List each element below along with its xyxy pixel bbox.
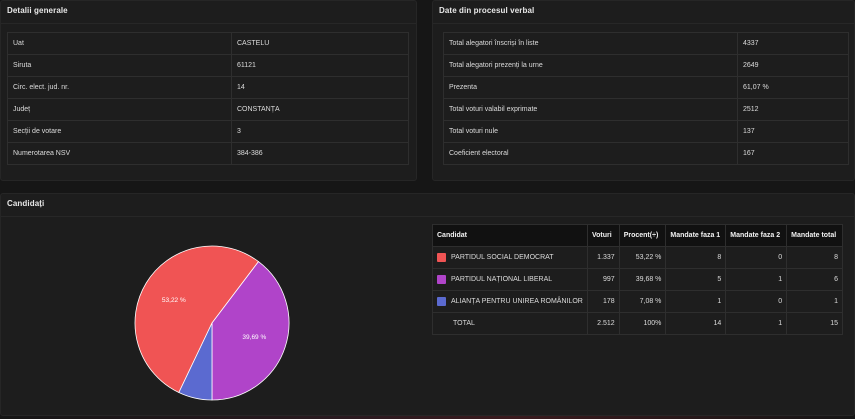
candidates-table: Candidat Voturi Procent(÷) Mandate faza … [432,224,843,335]
verbal-detail-label: Prezenta [443,76,738,99]
party-color-swatch [437,253,446,262]
party-color-swatch [437,297,446,306]
candidate-percent: 7,08 % [618,290,667,313]
mandates-phase-1: 5 [665,268,727,291]
general-detail-row: Siruta 61121 [7,54,409,77]
divider [1,216,854,217]
candidate-row: PARTIDUL SOCIAL DEMOCRAT 1.337 53,22 % 8 0 8 [432,246,843,269]
mandates-total: 1 [786,290,843,313]
candidate-name-cell: PARTIDUL NAȚIONAL LIBERAL [432,268,588,291]
pie-data-label: 39,69 % [242,334,266,341]
mandates-phase-2: 0 [725,290,788,313]
general-detail-value: 61121 [231,54,409,77]
verbal-detail-value: 2512 [737,98,849,121]
verbal-detail-value: 61,07 % [737,76,849,99]
col-mandate-total[interactable]: Mandate total [786,224,843,247]
candidate-name-cell: PARTIDUL SOCIAL DEMOCRAT [432,246,588,269]
verbal-details-table: Total alegatori înscriși în liste 4337 Tot… [443,32,849,165]
total-phase-1: 14 [665,312,727,335]
mandates-phase-1: 8 [665,246,727,269]
pie-slice[interactable] [134,245,260,394]
candidate-votes: 997 [586,268,620,291]
col-candidat[interactable]: Candidat [432,224,588,247]
candidates-table-header: Candidat Voturi Procent(÷) Mandate faza … [432,224,843,247]
candidate-row: ALIANȚA PENTRU UNIREA ROMÂNILOR 178 7,08 %… [432,290,843,313]
general-detail-row: Numerotarea NSV 384-386 [7,142,409,165]
col-mandate-faza-2[interactable]: Mandate faza 2 [725,224,788,247]
verbal-details-title: Date din procesul verbal [439,6,535,15]
mandates-phase-2: 0 [725,246,788,269]
pie-data-label: 53,22 % [162,297,186,304]
general-detail-value: 384-386 [231,142,409,165]
verbal-detail-row: Total alegatori înscriși în liste 4337 [443,32,849,55]
candidates-title: Candidați [7,199,45,208]
total-phase-2: 1 [725,312,788,335]
verbal-detail-row: Coeficient electoral 167 [443,142,849,165]
pie-slice[interactable] [178,322,213,401]
general-detail-row: Secții de votare 3 [7,120,409,143]
candidate-votes: 178 [586,290,620,313]
verbal-details-card: Date din procesul verbal Total alegatori… [432,0,855,181]
verbal-detail-label: Coeficient electoral [443,142,738,165]
total-mandates: 15 [786,312,843,335]
col-procent[interactable]: Procent(÷) [618,224,667,247]
candidate-name: ALIANȚA PENTRU UNIREA ROMÂNILOR [451,298,583,305]
general-detail-value: 14 [231,76,409,99]
mandates-total: 6 [786,268,843,291]
candidate-name-cell: ALIANȚA PENTRU UNIREA ROMÂNILOR [432,290,588,313]
general-details-title: Detalii generale [7,6,68,15]
verbal-detail-row: Total voturi valabil exprimate 2512 [443,98,849,121]
verbal-detail-label: Total alegatori prezenți la urne [443,54,738,77]
general-detail-label: Județ [7,98,232,121]
general-detail-label: Uat [7,32,232,55]
general-detail-label: Circ. elect. jud. nr. [7,76,232,99]
total-percent: 100% [618,312,667,335]
bottom-edge [0,416,855,419]
mandates-phase-2: 1 [725,268,788,291]
verbal-detail-value: 137 [737,120,849,143]
verbal-detail-value: 4337 [737,32,849,55]
general-detail-label: Numerotarea NSV [7,142,232,165]
general-details-card: Detalii generale Uat CASTELU Siruta 61121 Ci… [0,0,417,181]
candidate-votes: 1.337 [586,246,620,269]
general-detail-row: Circ. elect. jud. nr. 14 [7,76,409,99]
verbal-detail-row: Total voturi nule 137 [443,120,849,143]
candidate-percent: 53,22 % [618,246,667,269]
col-mandate-faza-1[interactable]: Mandate faza 1 [665,224,727,247]
candidate-percent: 39,68 % [618,268,667,291]
votes-pie-chart: 53,22 % 39,69 % [134,245,290,401]
verbal-detail-label: Total voturi nule [443,120,738,143]
general-detail-value: CONSTANȚA [231,98,409,121]
total-votes: 2.512 [586,312,620,335]
verbal-detail-label: Total alegatori înscriși în liste [443,32,738,55]
mandates-phase-1: 1 [665,290,727,313]
divider [1,23,416,24]
verbal-detail-value: 167 [737,142,849,165]
col-voturi[interactable]: Voturi [586,224,620,247]
candidate-name: PARTIDUL SOCIAL DEMOCRAT [451,254,554,261]
general-detail-row: Județ CONSTANȚA [7,98,409,121]
total-name: TOTAL [453,320,475,327]
verbal-detail-row: Prezenta 61,07 % [443,76,849,99]
party-color-swatch [437,275,446,284]
general-details-table: Uat CASTELU Siruta 61121 Circ. elect. jud. n… [7,32,409,165]
general-detail-row: Uat CASTELU [7,32,409,55]
pie-slice[interactable] [211,261,290,401]
candidate-row: PARTIDUL NAȚIONAL LIBERAL 997 39,68 % 5 1 6 [432,268,843,291]
total-label: TOTAL [432,312,588,335]
total-row: TOTAL 2.512 100% 14 1 15 [432,312,843,335]
general-detail-value: CASTELU [231,32,409,55]
candidate-name: PARTIDUL NAȚIONAL LIBERAL [451,276,553,283]
verbal-detail-label: Total voturi valabil exprimate [443,98,738,121]
verbal-detail-value: 2649 [737,54,849,77]
verbal-detail-row: Total alegatori prezenți la urne 2649 [443,54,849,77]
general-detail-label: Siruta [7,54,232,77]
general-detail-label: Secții de votare [7,120,232,143]
general-detail-value: 3 [231,120,409,143]
divider [433,23,854,24]
mandates-total: 8 [786,246,843,269]
